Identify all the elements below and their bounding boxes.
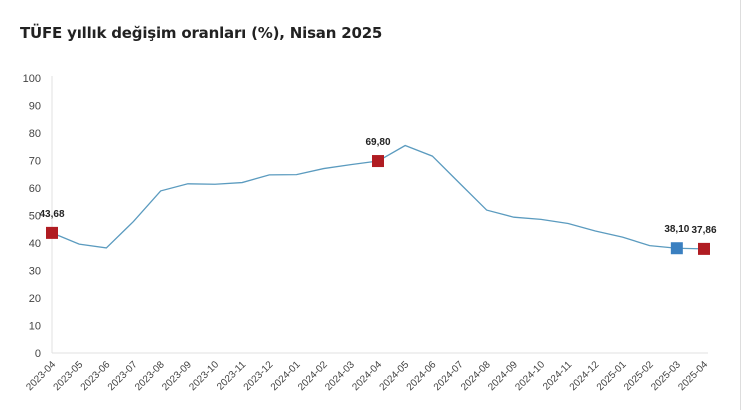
y-tick-label: 60 xyxy=(29,183,41,195)
y-tick-label: 0 xyxy=(35,348,41,360)
y-tick-label: 100 xyxy=(23,73,41,85)
data-marker xyxy=(372,155,384,168)
data-marker xyxy=(698,242,710,255)
data-label: 69,80 xyxy=(365,137,390,148)
y-tick-label: 10 xyxy=(29,321,41,333)
y-tick-label: 30 xyxy=(29,266,41,278)
y-tick-label: 50 xyxy=(29,211,41,223)
y-tick-label: 20 xyxy=(29,293,41,305)
y-tick-label: 70 xyxy=(29,156,41,168)
x-tick-label: 2025-04 xyxy=(676,359,710,393)
x-tick-label: 2024-10 xyxy=(513,359,547,393)
data-label: 43,68 xyxy=(39,209,64,220)
data-marker xyxy=(46,226,58,239)
data-label: 37,86 xyxy=(691,225,716,236)
y-tick-label: 80 xyxy=(29,128,41,140)
y-tick-label: 90 xyxy=(29,101,41,113)
data-label: 38,10 xyxy=(664,224,689,235)
frame-border xyxy=(740,0,741,410)
x-tick-label: 2023-10 xyxy=(187,359,221,393)
y-tick-label: 40 xyxy=(29,238,41,250)
chart-title: TÜFE yıllık değişim oranları (%), Nisan … xyxy=(20,24,383,42)
data-marker xyxy=(670,242,683,255)
